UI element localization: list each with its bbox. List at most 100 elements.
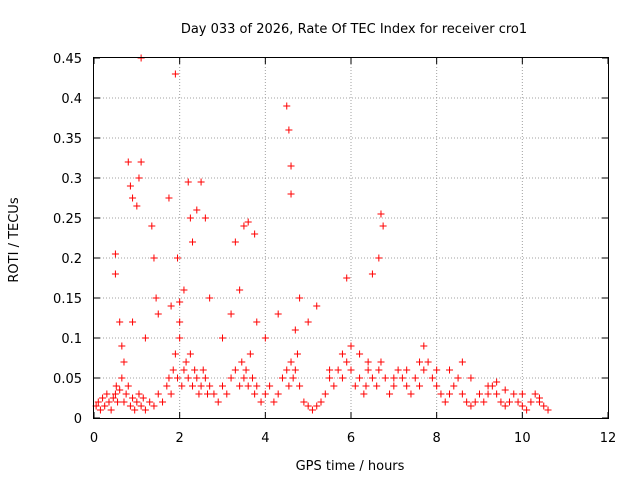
data-point — [182, 358, 190, 366]
data-point — [398, 374, 406, 382]
data-point — [289, 374, 297, 382]
data-point — [227, 310, 235, 318]
data-point — [287, 190, 295, 198]
data-point — [446, 390, 454, 398]
data-point — [317, 398, 325, 406]
data-point — [178, 382, 186, 390]
data-point — [291, 326, 299, 334]
data-point — [201, 374, 209, 382]
y-tick-label: 0.1 — [61, 332, 82, 347]
data-point — [122, 390, 130, 398]
data-point — [135, 174, 143, 182]
data-point — [377, 210, 385, 218]
data-point — [300, 398, 308, 406]
data-point — [471, 398, 479, 406]
data-point — [463, 398, 471, 406]
data-point — [116, 318, 124, 326]
data-point — [189, 238, 197, 246]
data-point — [373, 382, 381, 390]
data-point — [99, 394, 107, 402]
data-point — [131, 406, 139, 414]
data-point — [159, 398, 167, 406]
data-point — [544, 406, 552, 414]
data-point — [165, 194, 173, 202]
data-point — [293, 350, 301, 358]
y-tick-label: 0.2 — [61, 252, 82, 267]
data-point — [236, 286, 244, 294]
data-point — [467, 402, 475, 410]
data-point — [480, 398, 488, 406]
data-point — [165, 374, 173, 382]
data-point — [420, 366, 428, 374]
data-point — [129, 394, 137, 402]
data-point — [368, 270, 376, 278]
data-point — [450, 382, 458, 390]
data-point — [238, 358, 246, 366]
data-point — [94, 398, 102, 406]
data-point — [201, 214, 209, 222]
data-point — [394, 366, 402, 374]
data-point — [424, 358, 432, 366]
data-point — [326, 366, 334, 374]
data-point — [351, 382, 359, 390]
data-point — [313, 402, 321, 410]
data-point — [304, 318, 312, 326]
data-point — [146, 398, 154, 406]
data-point — [231, 238, 239, 246]
y-tick-label: 0.05 — [53, 372, 82, 387]
x-tick-label: 2 — [176, 431, 184, 446]
data-point — [261, 334, 269, 342]
data-point — [362, 382, 370, 390]
data-point — [308, 406, 316, 414]
data-point — [257, 398, 265, 406]
data-point — [390, 382, 398, 390]
data-point — [154, 310, 162, 318]
data-point — [476, 390, 483, 398]
data-point — [493, 390, 501, 398]
x-tick-label: 12 — [600, 431, 617, 446]
data-point — [199, 366, 207, 374]
data-point — [129, 318, 137, 326]
data-point — [251, 230, 259, 238]
data-point — [390, 374, 398, 382]
data-point — [109, 394, 117, 402]
data-point — [193, 206, 201, 214]
grid-lines — [94, 58, 608, 418]
data-point — [171, 70, 179, 78]
data-point — [150, 254, 158, 262]
data-point — [287, 358, 295, 366]
data-point — [118, 374, 126, 382]
data-point — [210, 390, 218, 398]
data-point — [433, 382, 441, 390]
data-point — [428, 374, 436, 382]
x-tick-label: 8 — [433, 431, 441, 446]
data-point — [246, 350, 254, 358]
data-point — [135, 390, 143, 398]
data-point — [139, 394, 147, 402]
y-tick-label: 0.35 — [53, 132, 82, 147]
data-point — [330, 382, 338, 390]
data-point — [244, 218, 252, 226]
data-point — [283, 102, 291, 110]
data-point — [454, 374, 462, 382]
data-point — [167, 390, 175, 398]
data-point — [403, 366, 411, 374]
data-point — [296, 294, 304, 302]
data-point — [375, 254, 383, 262]
data-point — [214, 398, 222, 406]
data-point — [296, 382, 304, 390]
data-point — [184, 374, 192, 382]
data-point — [253, 382, 261, 390]
y-axis-title: ROTI / TECUs — [7, 197, 22, 282]
x-tick-label: 4 — [261, 431, 269, 446]
y-tick-label: 0.3 — [61, 172, 82, 187]
data-point — [338, 350, 346, 358]
data-point — [163, 382, 171, 390]
data-point — [287, 162, 295, 170]
data-point — [118, 342, 126, 350]
data-point — [266, 382, 274, 390]
data-point — [120, 398, 128, 406]
data-point — [137, 402, 145, 410]
data-point — [313, 302, 321, 310]
